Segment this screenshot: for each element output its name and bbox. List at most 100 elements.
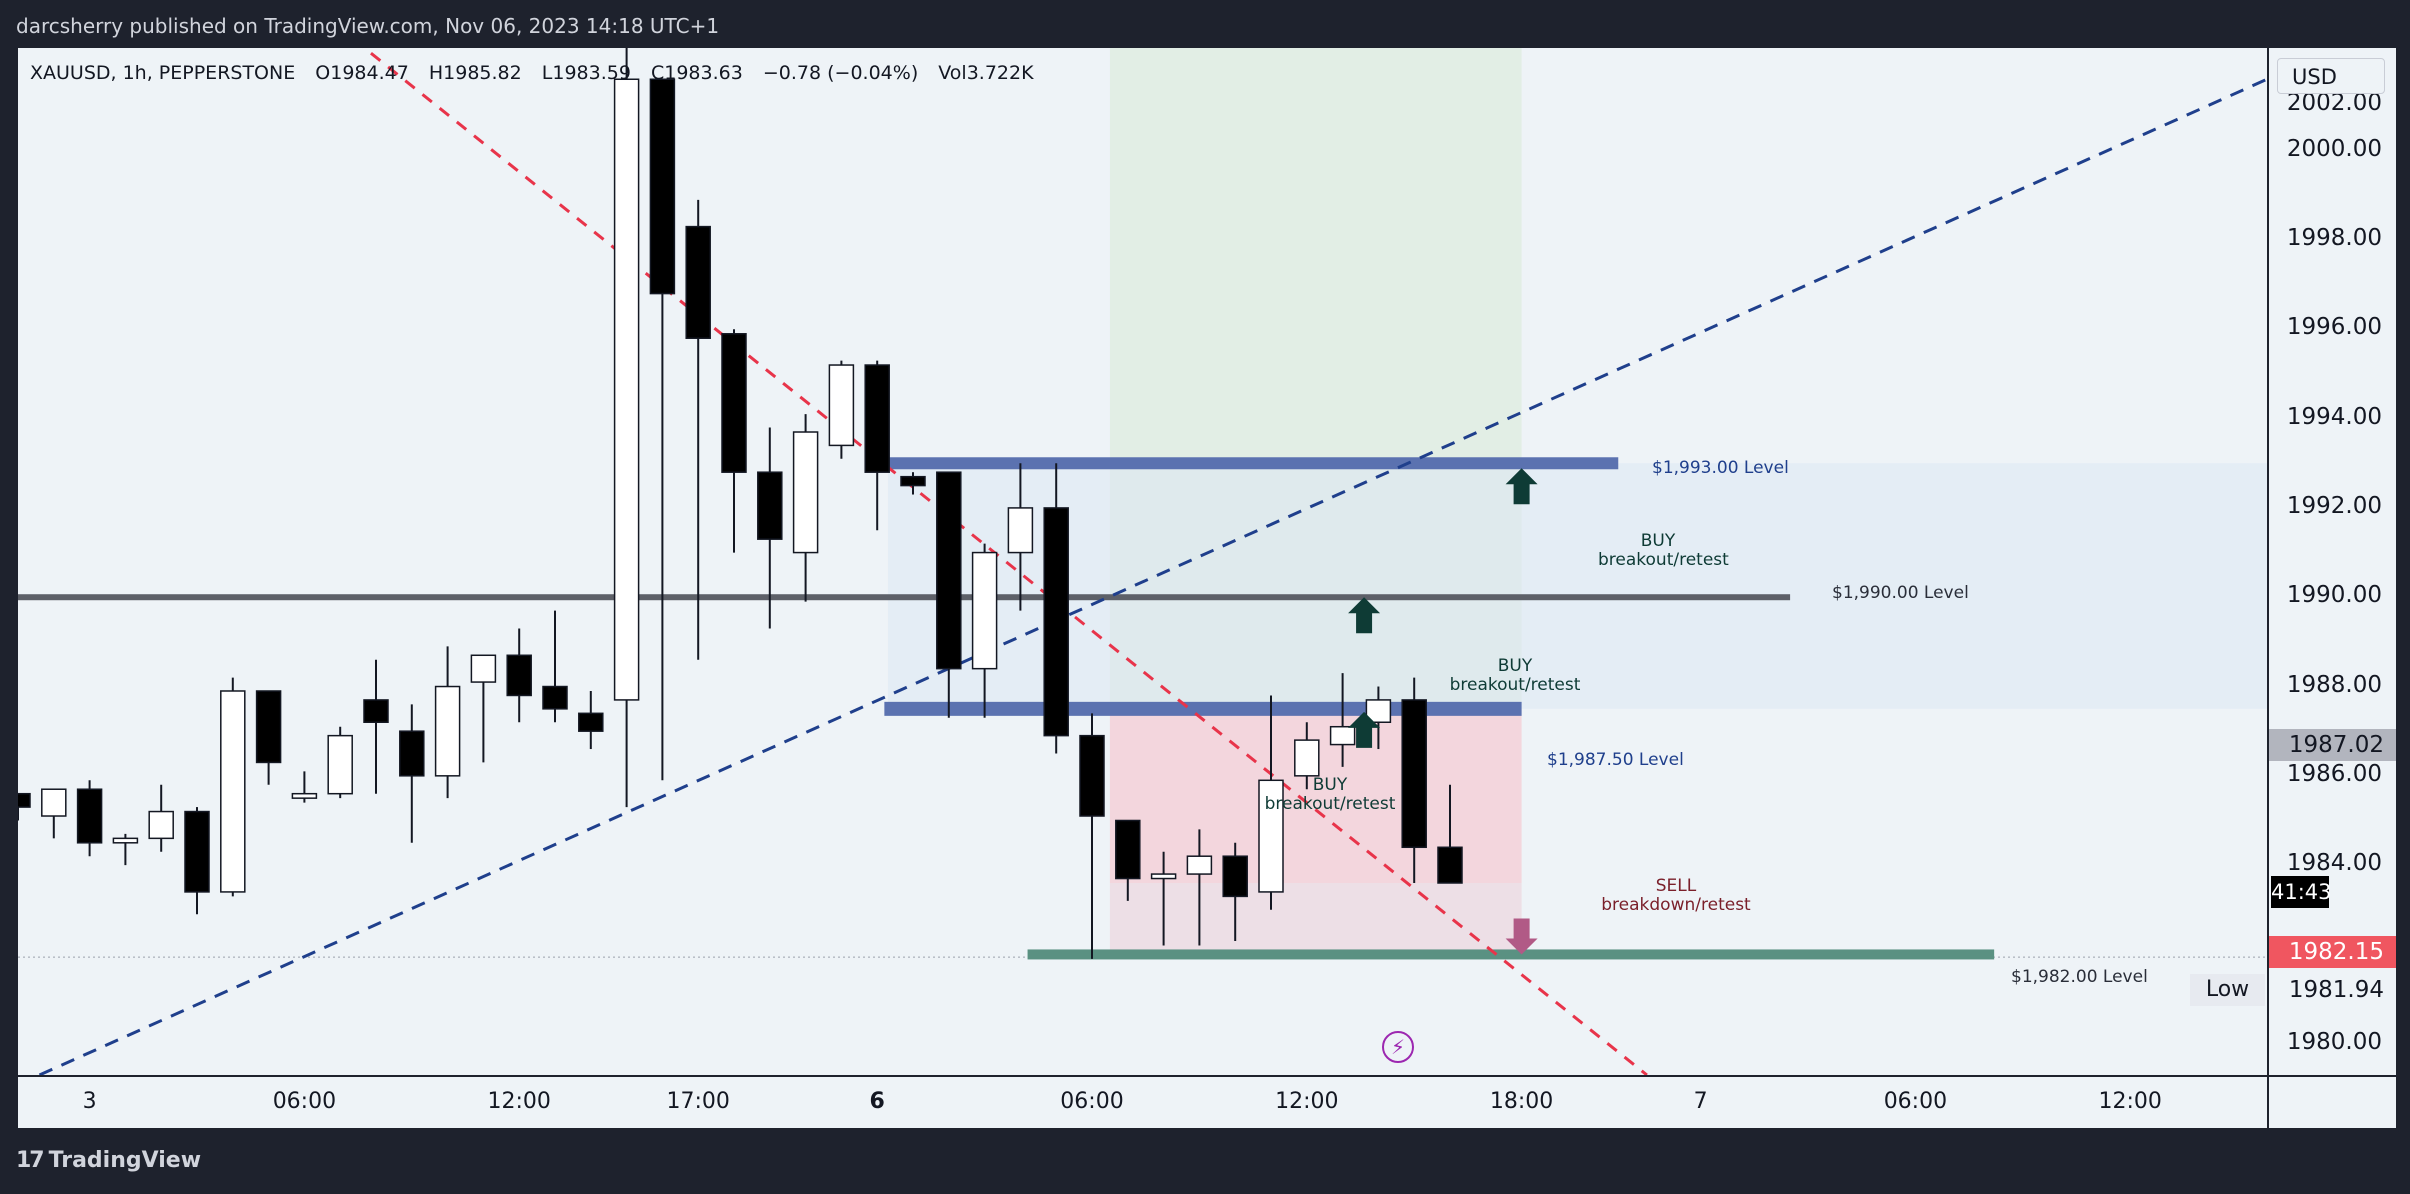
time-tick: 3 bbox=[82, 1089, 97, 1114]
range-zone bbox=[887, 463, 2267, 709]
short-target-zone bbox=[1109, 882, 1522, 955]
low-label: Low bbox=[2190, 974, 2265, 1006]
candle-body bbox=[613, 78, 640, 701]
candle-body bbox=[255, 690, 282, 764]
currency-selector[interactable]: USD bbox=[2277, 58, 2385, 94]
footer-bar: 17 TradingView bbox=[0, 1128, 2410, 1194]
price-tick: 1998.00 bbox=[2286, 225, 2382, 251]
candle-body bbox=[41, 788, 67, 817]
legend-volume: Vol3.722K bbox=[938, 62, 1034, 84]
countdown-tag: 41:43 bbox=[2271, 876, 2332, 908]
level-price-tag: 1987.02 bbox=[2269, 729, 2396, 761]
candle-body bbox=[828, 364, 855, 447]
price-tick: 1996.00 bbox=[2286, 314, 2382, 341]
candle-body bbox=[757, 471, 783, 540]
candle-body bbox=[685, 225, 711, 339]
level-1990-label: $1,990.00 Level bbox=[1832, 583, 1969, 603]
buy-annotation-19875: BUY breakout/retest bbox=[1260, 776, 1400, 814]
candle-body bbox=[1079, 734, 1105, 817]
candle-body bbox=[1222, 855, 1248, 898]
candle-body bbox=[18, 792, 31, 808]
sell-annotation: SELL breakdown/retest bbox=[1596, 877, 1756, 915]
candle-body bbox=[327, 734, 353, 795]
legend-close: C1983.63 bbox=[650, 62, 743, 84]
legend-open: O1984.47 bbox=[315, 62, 409, 84]
candle-body bbox=[1401, 699, 1427, 849]
buy-title: BUY bbox=[1640, 531, 1676, 551]
candle-body bbox=[112, 837, 139, 844]
descending-trendline bbox=[362, 48, 1648, 1075]
legend-low: L1983.59 bbox=[541, 62, 631, 84]
candle-body bbox=[434, 685, 461, 777]
tv-logo-icon: 17 bbox=[16, 1148, 45, 1173]
buy-annotation-1990: BUY breakout/retest bbox=[1440, 657, 1590, 695]
lightning-icon[interactable]: ⚡︎ bbox=[1382, 1031, 1414, 1063]
price-tick: 1992.00 bbox=[2286, 492, 2382, 519]
buy-arrow-icon bbox=[1348, 597, 1381, 634]
time-tick: 12:00 bbox=[1275, 1089, 1339, 1114]
candle-body bbox=[649, 78, 676, 295]
price-tick: 1988.00 bbox=[2286, 671, 2382, 698]
candle-body bbox=[506, 654, 532, 697]
level-1993-label: $1,993.00 Level bbox=[1652, 458, 1789, 478]
time-tick: 06:00 bbox=[272, 1089, 337, 1114]
price-tick: 2000.00 bbox=[2286, 135, 2382, 162]
zones-layer bbox=[887, 48, 2267, 955]
candle-body bbox=[148, 810, 174, 840]
candle-body bbox=[1007, 507, 1034, 554]
candle-body bbox=[900, 475, 926, 487]
candle-body bbox=[220, 690, 246, 893]
price-tick: 1984.00 bbox=[2286, 850, 2382, 877]
buy-subtitle: breakout/retest bbox=[1449, 675, 1581, 695]
candle-body bbox=[1258, 779, 1284, 893]
buy-arrow-icon bbox=[1505, 468, 1538, 505]
buy-title: BUY bbox=[1312, 775, 1348, 795]
axis-corner bbox=[2267, 1075, 2396, 1130]
level-1982-band bbox=[1027, 949, 1995, 960]
price-tick-clipped: 2002.00 bbox=[2286, 90, 2382, 116]
candle-body bbox=[1329, 725, 1356, 746]
legend-high: H1985.82 bbox=[428, 62, 522, 84]
time-tick: 17:00 bbox=[666, 1089, 730, 1114]
arrows-layer bbox=[1348, 468, 1538, 955]
buy-arrow-icon bbox=[1348, 711, 1381, 748]
price-tick: 1986.00 bbox=[2286, 760, 2382, 787]
candle-body bbox=[971, 551, 998, 670]
candle-body bbox=[578, 712, 604, 732]
legend-symbol: XAUUSD, 1h, PEPPERSTONE bbox=[30, 62, 296, 84]
candle-body bbox=[936, 471, 962, 670]
buy-subtitle: breakout/retest bbox=[1264, 794, 1396, 814]
price-tick: 1980.00 bbox=[2286, 1028, 2382, 1055]
price-axis[interactable]: 1980.001982.001984.001986.001988.001990.… bbox=[2267, 48, 2396, 1075]
chart-canvas[interactable] bbox=[18, 48, 2267, 1075]
candle-body bbox=[1365, 699, 1392, 723]
sell-title: SELL bbox=[1655, 876, 1697, 896]
level-1993-band bbox=[884, 457, 1619, 470]
candle-body bbox=[542, 685, 568, 710]
price-tick: 1990.00 bbox=[2286, 582, 2382, 609]
buy-annotation-1993: BUY breakout/retest bbox=[1598, 531, 1729, 570]
candle-body bbox=[792, 431, 819, 554]
candle-body bbox=[721, 333, 747, 473]
sell-arrow-icon bbox=[1505, 918, 1538, 955]
candle-body bbox=[1150, 873, 1177, 880]
level-1982-label: $1,982.00 Level bbox=[2011, 967, 2148, 987]
buy-subtitle: breakout/retest bbox=[1598, 550, 1729, 570]
candle-body bbox=[1294, 739, 1320, 777]
chart-plot-area[interactable]: XAUUSD, 1h, PEPPERSTONE O1984.47 H1985.8… bbox=[18, 48, 2267, 1075]
sell-subtitle: breakdown/retest bbox=[1601, 895, 1751, 915]
candle-body bbox=[470, 654, 497, 683]
candle-body bbox=[184, 810, 210, 893]
time-tick: 06:00 bbox=[1060, 1089, 1124, 1114]
tradingview-logo: 17 TradingView bbox=[16, 1148, 201, 1173]
time-axis[interactable]: 3 06:00 12:00 17:00 6 06:00 12:00 18:00 7 06:00 12… bbox=[18, 1075, 2267, 1130]
time-tick: 6 bbox=[869, 1089, 885, 1114]
candle-body bbox=[1186, 855, 1213, 875]
time-tick: 18:00 bbox=[1489, 1089, 1554, 1114]
candle-body bbox=[399, 730, 425, 777]
time-tick: 12:00 bbox=[487, 1089, 551, 1114]
candle-body bbox=[291, 792, 318, 799]
time-tick: 12:00 bbox=[2098, 1089, 2162, 1114]
last-price-tag: 1982.15 bbox=[2269, 936, 2396, 968]
level-1990-line bbox=[18, 594, 1791, 601]
